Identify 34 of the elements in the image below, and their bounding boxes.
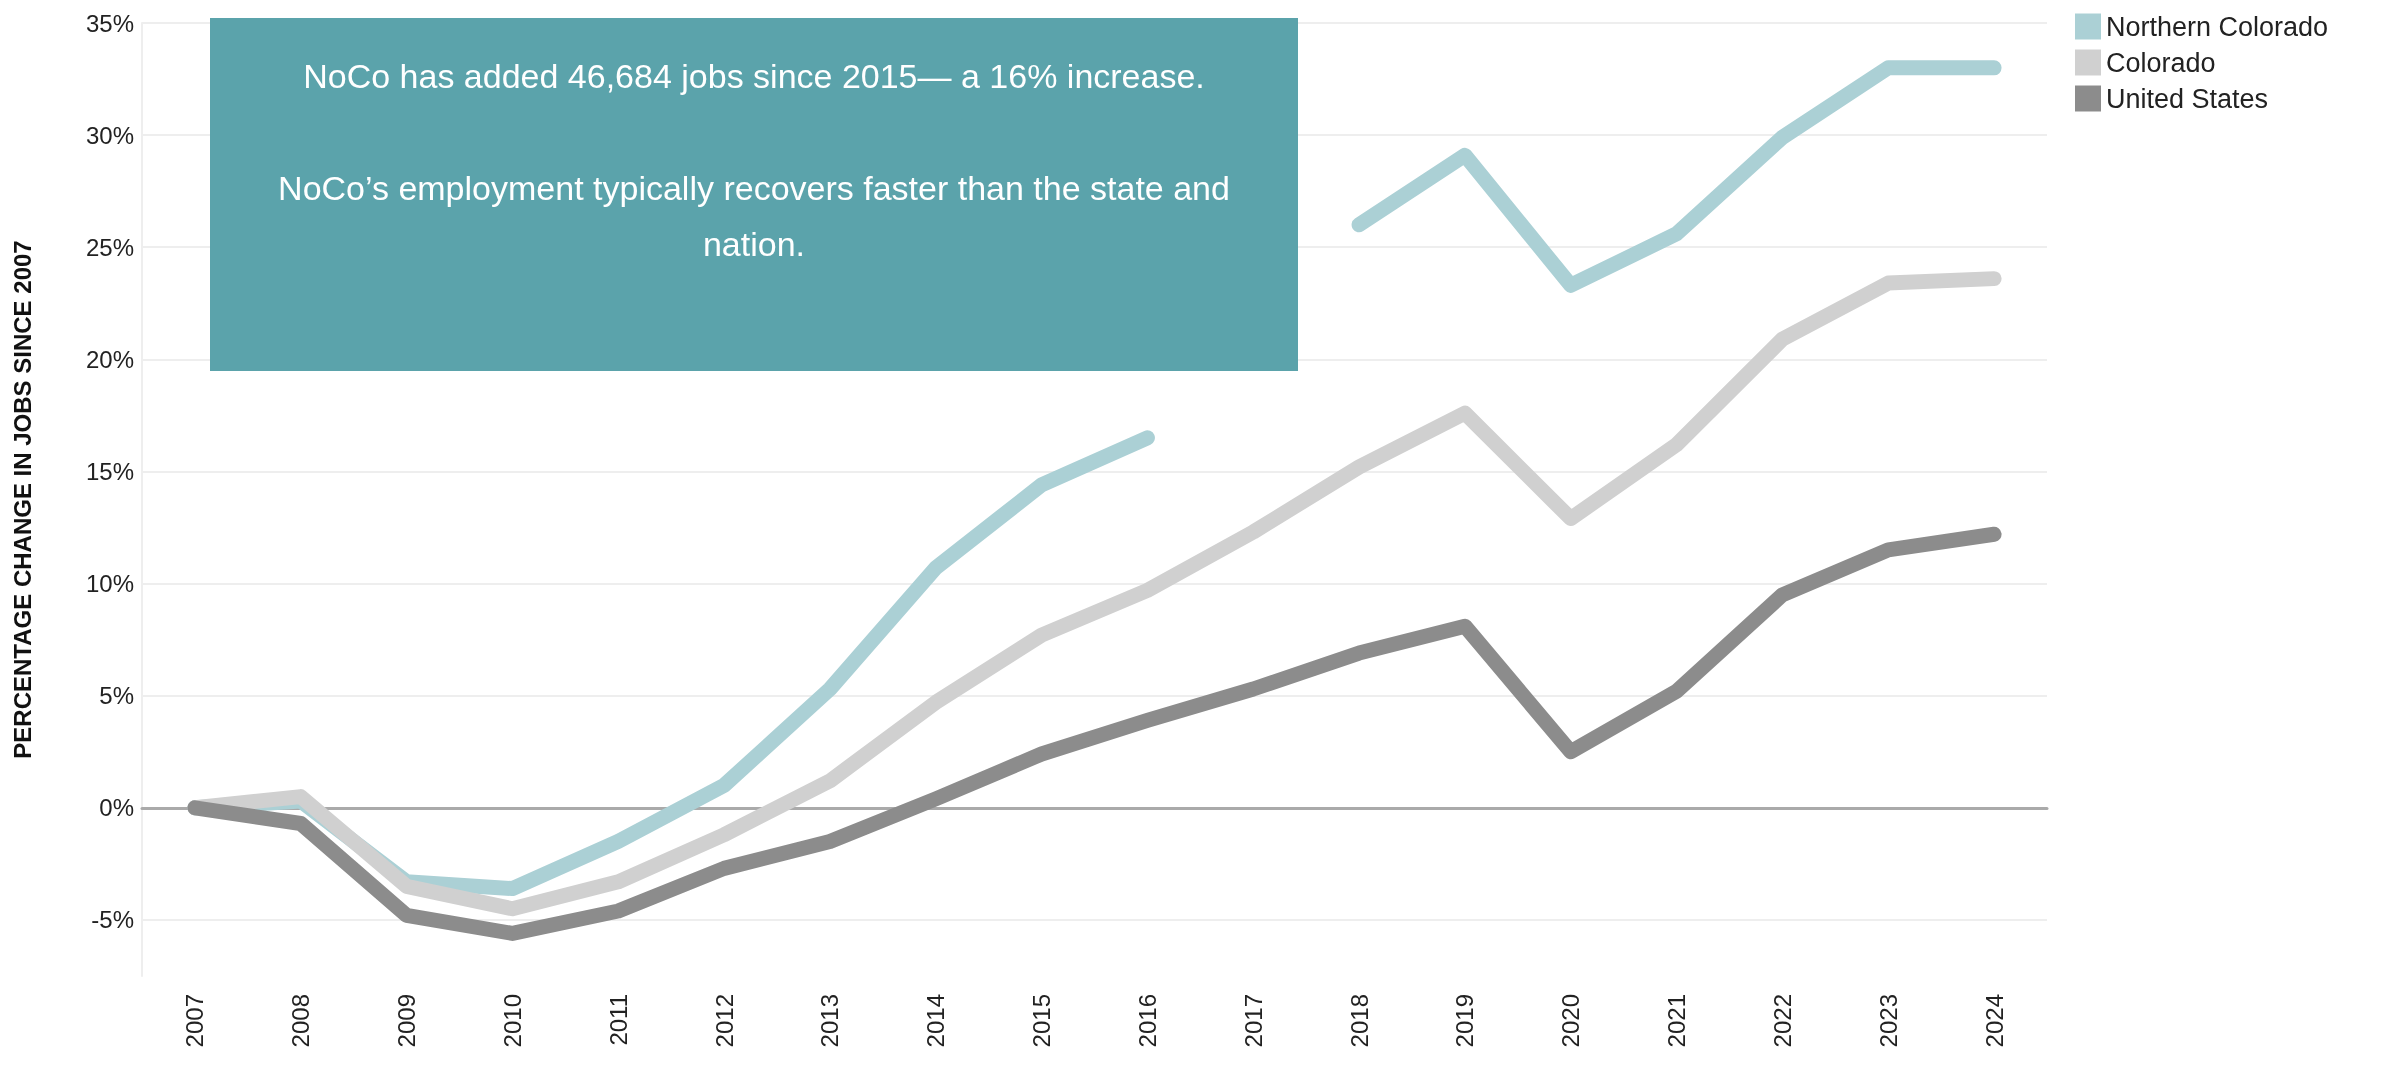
y-axis-title: PERCENTAGE CHANGE IN JOBS SINCE 2007: [8, 240, 36, 759]
x-tick-label: 2018: [1345, 994, 1373, 1048]
x-tick-label: 2023: [1874, 994, 1902, 1048]
x-tick-label: 2009: [393, 994, 421, 1048]
legend-label: United States: [2106, 83, 2269, 114]
x-tick-label: 2007: [181, 994, 209, 1048]
x-tick-label: 2008: [287, 994, 315, 1048]
x-tick-label: 2010: [498, 994, 526, 1048]
y-tick-label: 35%: [85, 9, 134, 37]
x-tick-label: 2021: [1663, 994, 1691, 1048]
x-tick-label: 2019: [1451, 994, 1479, 1048]
y-tick-label: 25%: [85, 233, 134, 261]
x-tick-label: 2012: [710, 994, 738, 1048]
annotation: NoCo has added 46,684 jobs since 2015— a 16% increase.: [302, 56, 1206, 97]
legend-label: Colorado: [2106, 47, 2216, 78]
y-tick-label: 0%: [99, 794, 134, 822]
y-tick-label: 10%: [85, 570, 134, 598]
x-tick-label: 2011: [604, 994, 632, 1046]
x-tick-label: 2024: [1980, 994, 2008, 1048]
x-tick-label: 2014: [922, 994, 950, 1048]
y-tick-label: 20%: [85, 345, 134, 373]
x-tick-label: 2016: [1133, 994, 1161, 1048]
y-tick-label: -5%: [91, 906, 134, 934]
y-tick-label: 15%: [85, 457, 134, 485]
y-tick-label: 30%: [85, 121, 134, 149]
x-tick-label: 2013: [816, 994, 844, 1048]
annotation: NoCo’s employment typically recovers faster than the state and nation.: [277, 168, 1231, 265]
y-tick-label: 5%: [99, 682, 134, 710]
text-card: NoCo has added 46,684 jobs since 2015— a 16% increase. NoCo’s employment typically recovers faster than the state and nation.: [210, 18, 1298, 371]
x-tick-label: 2022: [1768, 994, 1796, 1048]
x-tick-label: 2015: [1028, 994, 1056, 1048]
x-tick-label: 2017: [1239, 994, 1267, 1048]
legend-label: Northern Colorado: [2106, 11, 2329, 42]
x-tick-label: 2020: [1557, 994, 1585, 1048]
